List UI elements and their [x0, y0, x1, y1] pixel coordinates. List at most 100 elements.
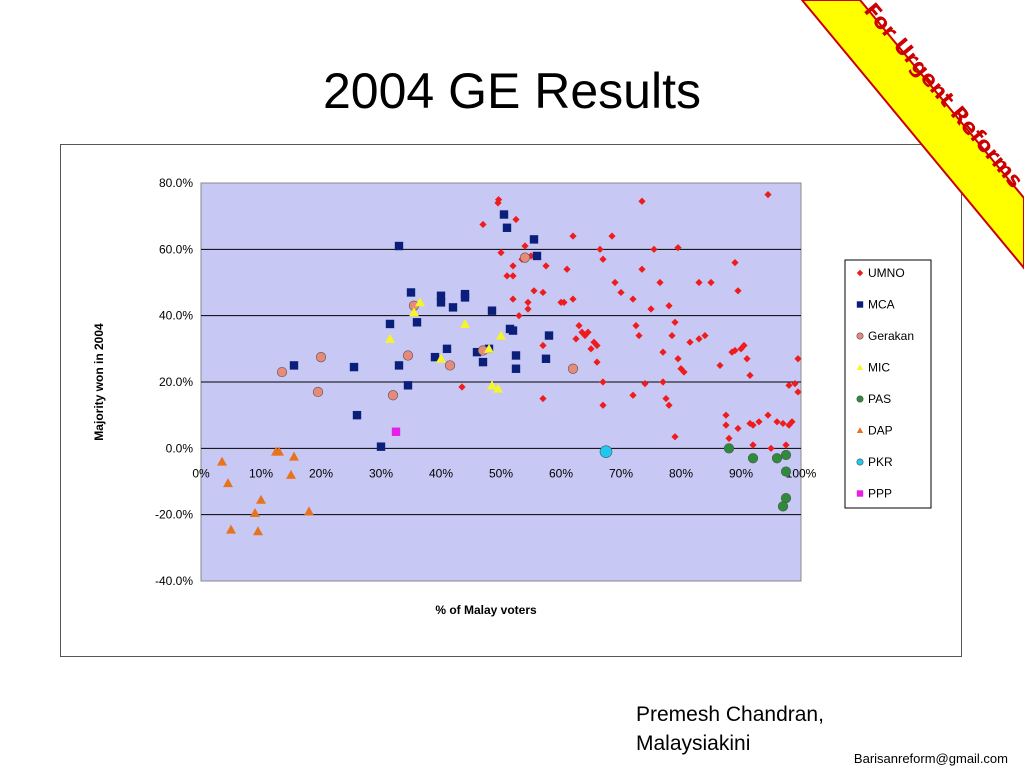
legend-label-umno: UMNO	[868, 266, 905, 280]
data-point	[487, 306, 497, 315]
x-tick-label: 30%	[369, 466, 393, 480]
data-point	[695, 278, 703, 287]
x-tick-label: 40%	[429, 466, 453, 480]
y-tick-label: 80.0%	[159, 176, 193, 190]
data-point	[472, 347, 482, 357]
data-point	[349, 362, 359, 372]
data-point	[394, 241, 404, 251]
data-point	[567, 363, 579, 374]
data-point	[539, 394, 547, 403]
data-point	[764, 191, 772, 199]
data-point	[638, 265, 646, 273]
slide-title: 2004 GE Results	[323, 63, 701, 119]
legend-marker-mic	[856, 364, 864, 371]
data-point	[276, 366, 288, 378]
data-point	[385, 319, 395, 329]
data-point	[539, 341, 547, 350]
x-axis-title: % of Malay voters	[435, 603, 537, 617]
data-point	[674, 355, 682, 363]
data-point	[511, 351, 521, 360]
data-point	[312, 386, 324, 398]
legend-label-ppp: PPP	[868, 487, 892, 501]
series-pkr	[599, 445, 613, 458]
data-point	[563, 265, 571, 273]
legend-label-mic: MIC	[868, 361, 890, 375]
y-tick-label: 60.0%	[159, 242, 193, 256]
series-mic	[385, 297, 506, 393]
data-point	[460, 318, 470, 328]
data-point	[794, 388, 802, 396]
data-point	[436, 353, 446, 363]
x-tick-label: 100%	[786, 466, 817, 480]
chart-frame: 80.0% 60.0% 40.0% 20.0% 0.0% -20.0% -40.0% 0% 1…	[60, 144, 962, 657]
data-point	[780, 466, 792, 477]
data-point	[497, 249, 505, 257]
series-umno	[458, 191, 802, 452]
y-tick-label: -20.0%	[155, 508, 193, 522]
data-point	[484, 343, 494, 353]
data-point	[391, 427, 401, 436]
author-org: Malaysiakini	[636, 732, 751, 755]
data-point	[662, 394, 670, 403]
contact-email: Barisanreform@gmail.com	[853, 751, 1008, 766]
data-point	[256, 494, 266, 504]
data-point	[647, 305, 655, 313]
data-point	[479, 220, 487, 229]
data-point	[409, 307, 419, 317]
legend-label-gerakan: Gerakan	[868, 329, 914, 343]
data-point	[460, 293, 470, 302]
data-point	[782, 441, 790, 449]
y-tick-label: 40.0%	[159, 309, 193, 323]
x-tick-label: 10%	[249, 466, 273, 480]
data-point	[599, 445, 613, 458]
data-point	[253, 526, 263, 536]
data-point	[402, 350, 414, 361]
data-point	[532, 251, 542, 261]
data-point	[638, 197, 646, 205]
legend-label-pkr: PKR	[868, 455, 893, 469]
data-point	[740, 341, 748, 350]
data-point	[722, 411, 730, 419]
x-tick-label: 20%	[309, 466, 333, 480]
data-point	[671, 433, 679, 441]
data-point	[436, 291, 446, 300]
data-point	[656, 278, 664, 287]
data-point	[617, 288, 625, 297]
data-point	[544, 331, 554, 340]
data-point	[289, 451, 299, 461]
data-point	[521, 242, 529, 250]
series-pas	[723, 443, 792, 512]
data-point	[779, 419, 787, 428]
data-point	[707, 278, 715, 287]
data-point	[668, 331, 676, 340]
data-point	[791, 380, 799, 388]
data-point	[529, 235, 539, 244]
data-point	[385, 333, 395, 343]
data-point	[674, 244, 682, 252]
scatter-chart: 80.0% 60.0% 40.0% 20.0% 0.0% -20.0% -40.0% 0% 1…	[92, 176, 932, 617]
data-point	[508, 326, 518, 335]
data-point	[725, 434, 733, 442]
legend-marker-pas	[856, 395, 864, 403]
data-point	[747, 453, 759, 464]
legend-label-pas: PAS	[868, 392, 891, 406]
urgent-reforms-banner: For Urgent Reforms	[800, 0, 1024, 270]
data-point	[780, 449, 792, 461]
data-point	[394, 361, 404, 370]
legend-marker-pkr	[856, 458, 864, 466]
data-point	[478, 357, 488, 367]
x-tick-label: 0%	[192, 466, 210, 480]
data-point	[412, 318, 422, 327]
data-point	[755, 418, 763, 426]
data-point	[223, 478, 233, 488]
data-point	[749, 441, 757, 449]
x-tick-label: 60%	[549, 466, 573, 480]
data-point	[217, 456, 227, 466]
legend-marker-ppp	[856, 490, 864, 497]
data-point	[722, 421, 730, 429]
data-point	[777, 501, 789, 512]
data-point	[286, 469, 296, 479]
data-point	[415, 297, 425, 307]
data-point	[502, 223, 512, 232]
data-point	[511, 364, 521, 373]
